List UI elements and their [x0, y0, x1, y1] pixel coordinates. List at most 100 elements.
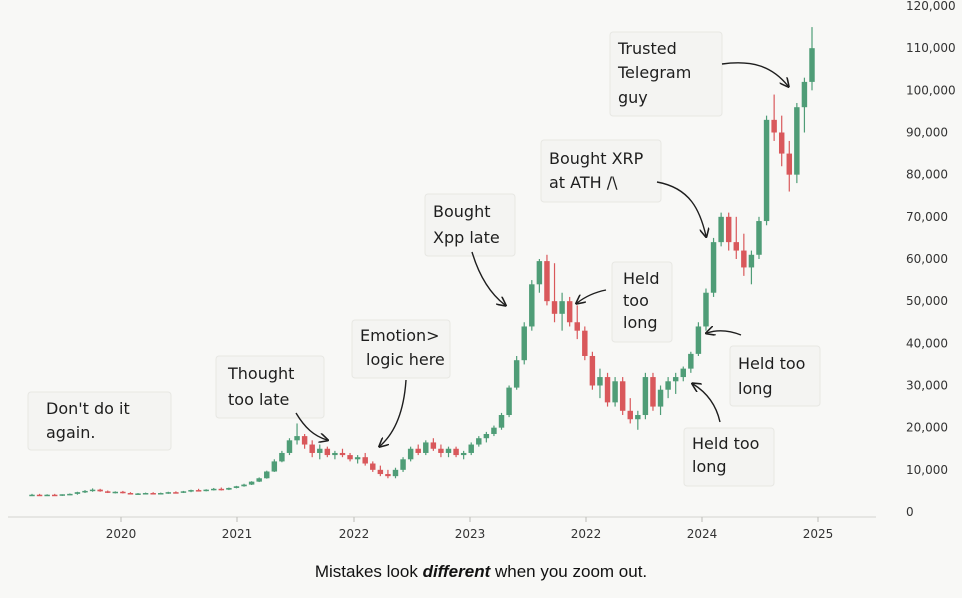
candle-body — [445, 448, 452, 453]
candle-body — [635, 415, 641, 420]
candle-body — [794, 107, 800, 175]
candle — [468, 442, 474, 456]
candle-body — [301, 436, 308, 445]
candle-body — [44, 494, 50, 497]
candle — [438, 444, 444, 458]
candle-body — [74, 492, 81, 494]
annotation-text: Bought XRP — [549, 149, 644, 168]
y-tick-label: 90,000 — [906, 126, 948, 140]
candle — [423, 440, 429, 456]
candle-body — [438, 448, 444, 453]
candle — [771, 94, 777, 141]
annotation-note: Thought too late — [215, 355, 327, 440]
y-tick-label: 40,000 — [906, 336, 948, 350]
annotation-text: Telegram — [617, 63, 691, 82]
candle — [642, 372, 649, 420]
candle-body — [317, 448, 323, 453]
candle — [89, 488, 96, 492]
annotation-note: Trusted Telegram guy — [609, 31, 788, 117]
annotation-note: Held too long — [707, 331, 821, 407]
candle-body — [36, 494, 43, 497]
candle — [703, 288, 709, 331]
candle-body — [29, 494, 35, 497]
x-tick-label: 2021 — [222, 527, 253, 541]
annotation-text: Held too — [738, 354, 805, 373]
candle — [29, 493, 35, 497]
candle — [506, 385, 512, 418]
candle-body — [627, 410, 633, 420]
candle — [604, 372, 611, 407]
caption-after: when you zoom out. — [490, 562, 648, 581]
candle — [332, 450, 338, 460]
candle — [301, 433, 308, 449]
candle — [619, 377, 626, 416]
candle — [725, 212, 732, 251]
candle — [44, 494, 50, 497]
annotation-box — [540, 139, 662, 203]
x-tick-label: 2022 — [571, 527, 602, 541]
candle-body — [332, 452, 338, 456]
candle-body — [506, 387, 512, 416]
candle — [733, 216, 739, 259]
candle-body — [718, 216, 724, 243]
candle — [513, 355, 520, 390]
candle-body — [574, 322, 580, 331]
candle — [233, 485, 240, 489]
candle-body — [97, 489, 103, 492]
candle — [97, 488, 103, 492]
annotation-arrow — [577, 289, 607, 303]
candle — [82, 490, 88, 494]
annotation-box — [609, 31, 723, 117]
candle — [476, 436, 482, 447]
candle-body — [453, 448, 459, 456]
candle — [460, 450, 467, 460]
candle — [574, 305, 580, 340]
candle-body — [786, 153, 793, 175]
candle — [627, 398, 633, 424]
candle-body — [491, 427, 497, 434]
candle-body — [483, 433, 490, 439]
candle — [582, 326, 588, 361]
candle-body — [218, 488, 225, 491]
candle — [612, 377, 618, 407]
candle-body — [339, 452, 346, 456]
candle-body — [241, 484, 247, 487]
annotation-arrow — [295, 412, 327, 440]
candle-body — [173, 492, 179, 494]
candle-body — [226, 487, 232, 490]
y-tick-label: 60,000 — [906, 252, 948, 266]
candle-body — [529, 284, 535, 327]
candle — [589, 351, 596, 390]
annotation-arrow — [656, 181, 706, 236]
candle — [264, 470, 270, 479]
candle — [657, 385, 664, 416]
candle-body — [279, 452, 285, 462]
annotation-note: Held too long — [577, 261, 673, 343]
annotation-text: long — [738, 379, 773, 398]
candle — [445, 446, 452, 458]
annotation-text: Held — [623, 269, 659, 288]
candle-body — [778, 132, 785, 154]
candle-body — [801, 81, 808, 108]
candle — [680, 366, 686, 382]
candle-body — [597, 377, 603, 386]
candle — [112, 491, 119, 494]
candle-body — [476, 438, 482, 445]
candle — [203, 489, 209, 492]
candle-body — [165, 492, 172, 494]
candle — [173, 491, 179, 494]
annotations-layer: Don't do it again. Thought too late Emotion>… — [27, 31, 821, 487]
candle-body — [733, 242, 739, 251]
candle-body — [127, 493, 134, 495]
y-tick-label: 20,000 — [906, 421, 948, 435]
candle-body — [188, 490, 194, 492]
candle-body — [619, 381, 626, 411]
candle — [279, 450, 285, 463]
candle-body — [612, 381, 618, 403]
candle — [211, 487, 217, 491]
annotation-box — [611, 261, 673, 343]
candle — [188, 489, 194, 493]
annotation-text: Emotion> — [360, 326, 440, 345]
candle-body — [286, 440, 293, 453]
candle-body — [180, 491, 187, 493]
